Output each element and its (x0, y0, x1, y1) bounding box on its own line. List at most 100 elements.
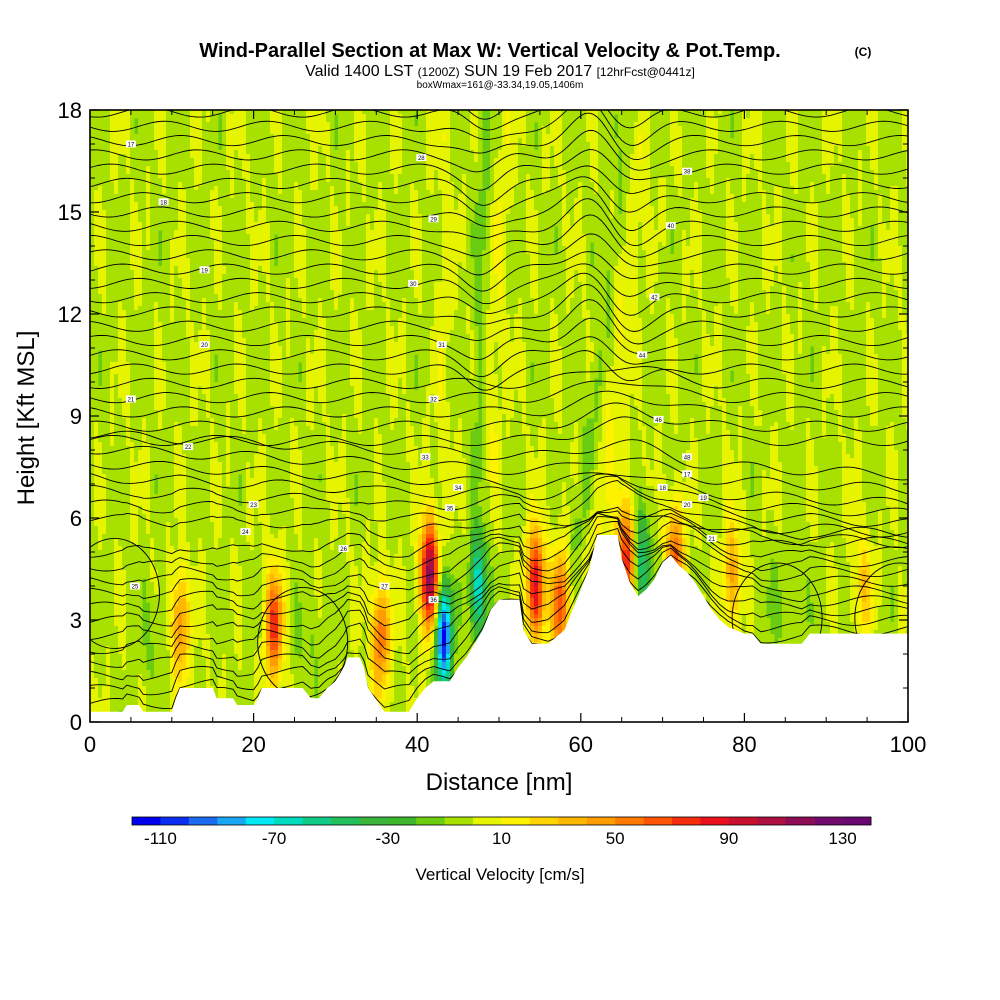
x-tick-label: 20 (241, 732, 265, 757)
colorbar-tick-label: -110 (144, 829, 177, 848)
theta-contour-label: 30 (408, 280, 418, 288)
theta-contour-label: 23 (249, 501, 259, 509)
colorbar-swatch (160, 817, 189, 825)
colorbar-tick-label: 10 (492, 829, 511, 848)
theta-contour-label: 34 (453, 484, 463, 492)
x-tick-label: 40 (405, 732, 429, 757)
subtitle-valid: Valid 1400 LST (305, 63, 413, 80)
theta-contour-label-text: 18 (160, 200, 167, 206)
theta-contour-label-text: 24 (242, 530, 249, 536)
colorbar-swatch (416, 817, 445, 825)
y-axis-label: Height [Kft MSL] (13, 331, 40, 506)
theta-contour-label-text: 31 (438, 343, 445, 349)
colorbar-swatch (359, 817, 388, 825)
theta-contour-label: 33 (420, 453, 430, 461)
colorbar-swatch (530, 817, 559, 825)
chart-figure: Wind-Parallel Section at Max W: Vertical… (0, 0, 1000, 1000)
theta-contour-label: 20 (200, 341, 210, 349)
theta-contour-label: 17 (126, 141, 136, 149)
x-tick-label: 100 (890, 732, 927, 757)
colorbar-swatch (445, 817, 474, 825)
y-tick-label: 3 (70, 608, 82, 633)
y-tick-label: 9 (70, 404, 82, 429)
theta-contour-label-text: 17 (128, 143, 135, 149)
theta-contour-label-text: 40 (667, 224, 674, 230)
theta-contour-label-text: 38 (684, 170, 691, 176)
colorbar: -110 -70 -30 10 50 90 130 (132, 817, 871, 848)
theta-contour-label-text: 44 (639, 353, 646, 359)
theta-contour-label: 27 (379, 583, 389, 591)
x-tick-label: 60 (569, 732, 593, 757)
chart-title: Wind-Parallel Section at Max W: Vertical… (199, 40, 780, 62)
theta-contour-label: 38 (682, 168, 692, 176)
theta-contour-label-text: 42 (651, 296, 658, 302)
y-tick-label: 15 (58, 200, 82, 225)
theta-contour-label-text: 32 (430, 398, 437, 404)
colorbar-swatch (644, 817, 673, 825)
theta-contour-label-text: 29 (430, 217, 437, 223)
colorbar-swatch (388, 817, 417, 825)
theta-contour-label: 22 (183, 443, 193, 451)
theta-contour-label: 18 (159, 198, 169, 206)
colorbar-swatch (700, 817, 729, 825)
theta-contour-label-text: 28 (418, 156, 425, 162)
colorbar-swatch (814, 817, 843, 825)
theta-contour-label-text: 25 (132, 585, 139, 591)
theta-contour-label-text: 20 (684, 503, 691, 509)
theta-contour-label: 48 (682, 453, 692, 461)
theta-contour-label-text: 18 (659, 486, 666, 492)
colorbar-swatch (189, 817, 218, 825)
colorbar-tick-label: 90 (719, 829, 738, 848)
colorbar-swatch (786, 817, 815, 825)
colorbar-swatch (132, 817, 161, 825)
theta-contour-label: 29 (429, 215, 439, 223)
chart-subtitle-box: boxWmax=161@-33.34,19.05,1406m (417, 80, 584, 91)
theta-contour-label-text: 20 (201, 343, 208, 349)
theta-contour-label-text: 19 (201, 268, 208, 274)
theta-contour-label-text: 17 (684, 472, 691, 478)
x-axis-label: Distance [nm] (426, 769, 573, 796)
colorbar-swatch (757, 817, 786, 825)
theta-contour-label: 46 (654, 416, 664, 424)
colorbar-swatch (331, 817, 360, 825)
theta-contour-label: 28 (416, 154, 426, 162)
subtitle-fcst: [12hrFcst@0441z] (597, 65, 695, 79)
theta-contour-label-text: 22 (185, 445, 192, 451)
subtitle-date: SUN 19 Feb 2017 (464, 63, 592, 80)
colorbar-swatch (246, 817, 275, 825)
theta-contour-label: 17 (682, 470, 692, 478)
theta-contour-label: 21 (707, 535, 717, 543)
colorbar-swatch (615, 817, 644, 825)
theta-contour-label: 19 (699, 494, 709, 502)
theta-contour-label-text: 33 (422, 455, 429, 461)
theta-contour-label-text: 30 (410, 282, 417, 288)
colorbar-swatch (587, 817, 616, 825)
y-tick-label: 6 (70, 506, 82, 531)
theta-contour-label: 40 (666, 222, 676, 230)
theta-contour-label-text: 21 (128, 398, 135, 404)
colorbar-tick-label: -70 (262, 829, 287, 848)
theta-contour-label-text: 36 (430, 598, 437, 604)
colorbar-swatch (729, 817, 758, 825)
y-tick-label: 18 (58, 98, 82, 123)
theta-contour-label: 32 (429, 396, 439, 404)
chart-title-tag: (C) (855, 45, 872, 59)
x-tick-label: 0 (84, 732, 96, 757)
colorbar-swatch (274, 817, 303, 825)
theta-contour-label-text: 21 (708, 537, 715, 543)
theta-contour-label: 19 (200, 266, 210, 274)
y-tick-label: 12 (58, 302, 82, 327)
colorbar-swatch (502, 817, 531, 825)
colorbar-tick-label: 130 (828, 829, 856, 848)
theta-contour-label: 20 (682, 501, 692, 509)
colorbar-swatch (217, 817, 246, 825)
theta-contour-label: 26 (339, 545, 349, 553)
colorbar-swatch (303, 817, 332, 825)
theta-contour-label: 18 (658, 484, 668, 492)
x-tick-label: 80 (732, 732, 756, 757)
theta-contour-label: 42 (649, 294, 659, 302)
colorbar-tick-label: 50 (606, 829, 625, 848)
theta-contour-label-text: 26 (340, 547, 347, 553)
theta-contour-label: 31 (437, 341, 447, 349)
theta-contour-label: 25 (130, 583, 140, 591)
